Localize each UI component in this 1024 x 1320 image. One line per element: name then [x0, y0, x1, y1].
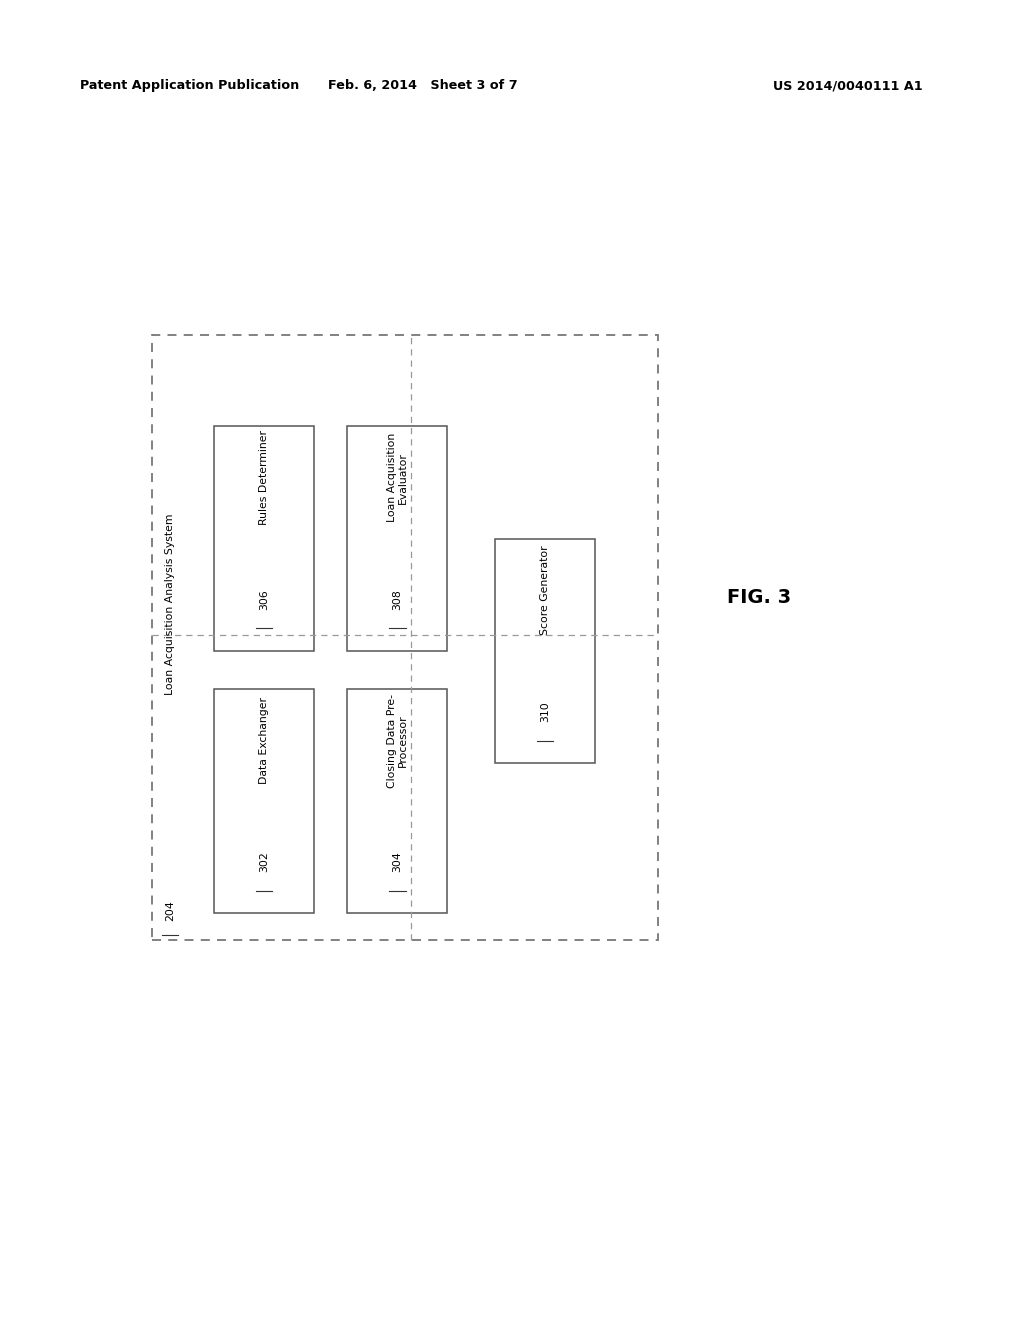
Bar [214, 426, 314, 651]
Text: Patent Application Publication: Patent Application Publication [80, 79, 299, 92]
Text: Rules Determiner: Rules Determiner [259, 430, 269, 525]
Text: 306: 306 [259, 589, 269, 610]
Text: Loan Acquisition Analysis System: Loan Acquisition Analysis System [165, 513, 175, 696]
Text: 302: 302 [259, 851, 269, 873]
Text: Feb. 6, 2014   Sheet 3 of 7: Feb. 6, 2014 Sheet 3 of 7 [328, 79, 518, 92]
Text: US 2014/0040111 A1: US 2014/0040111 A1 [773, 79, 923, 92]
Text: 304: 304 [392, 851, 402, 873]
Text: 204: 204 [165, 900, 175, 921]
Text: Loan Acquisition
Evaluator: Loan Acquisition Evaluator [386, 433, 409, 523]
Text: FIG. 3: FIG. 3 [727, 589, 792, 607]
Text: Data Exchanger: Data Exchanger [259, 697, 269, 784]
Text: Score Generator: Score Generator [540, 545, 550, 635]
Bar [347, 426, 447, 651]
Bar [495, 539, 595, 763]
Text: Closing Data Pre-
Processor: Closing Data Pre- Processor [386, 693, 409, 788]
Bar [152, 335, 658, 940]
Text: 308: 308 [392, 589, 402, 610]
Text: 310: 310 [540, 701, 550, 722]
Bar [214, 689, 314, 913]
Bar [347, 689, 447, 913]
